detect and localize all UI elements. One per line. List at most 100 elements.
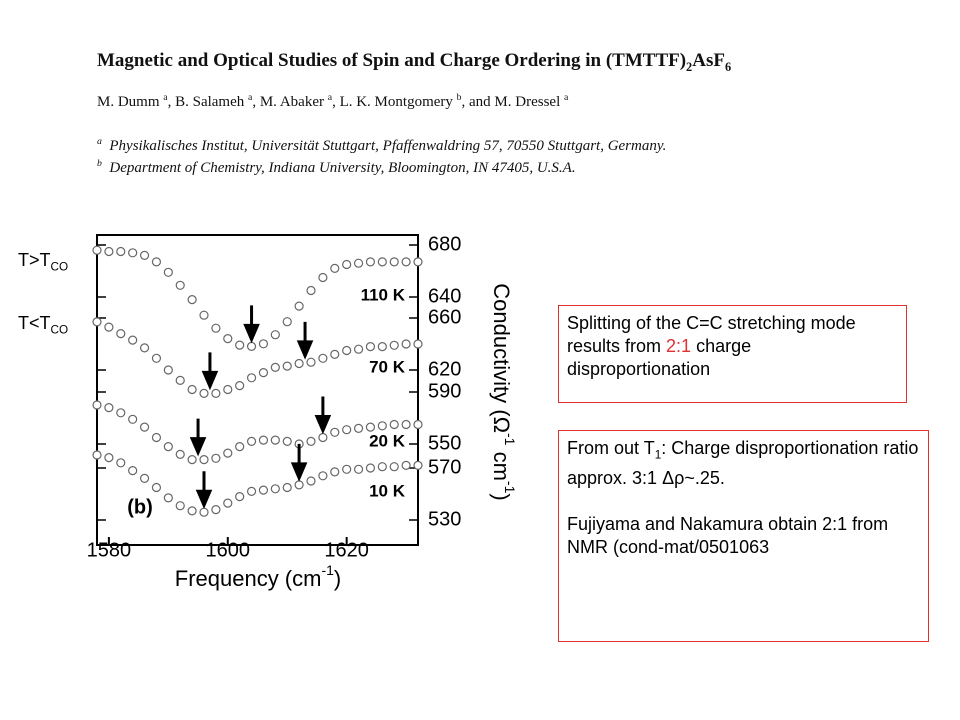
data-point — [330, 467, 340, 477]
data-point — [353, 344, 364, 354]
note-text: From out T — [567, 438, 655, 458]
data-point — [175, 280, 185, 290]
author: , B. Salameh — [167, 94, 248, 110]
data-point — [246, 436, 257, 446]
data-point — [235, 340, 245, 350]
data-point — [401, 339, 411, 349]
data-point — [116, 458, 126, 468]
data-point — [211, 323, 221, 333]
data-point — [413, 339, 423, 349]
data-point — [246, 341, 257, 351]
data-point — [389, 419, 399, 430]
aff-mark: a — [97, 136, 102, 147]
data-point — [139, 422, 150, 432]
data-point — [282, 361, 292, 371]
data-point — [211, 388, 221, 398]
data-point — [92, 317, 102, 327]
data-point — [151, 257, 162, 267]
affiliation: a Physikalisches Institut, Universität S… — [97, 136, 666, 155]
data-point — [139, 343, 150, 353]
series-label: 110 K — [361, 285, 406, 304]
data-point — [365, 342, 376, 352]
aff-text: Physikalisches Institut, Universität Stu… — [109, 138, 667, 154]
panel-label: (b) — [127, 496, 153, 518]
arrow — [296, 321, 314, 360]
title-text: AsF — [692, 50, 725, 71]
author-aff: a — [327, 92, 333, 103]
data-point — [365, 422, 376, 432]
y-tick-label: 530 — [428, 508, 461, 530]
arrow — [189, 418, 207, 457]
data-point — [116, 246, 126, 257]
data-point — [330, 349, 340, 359]
y-tick-label: 660 — [428, 306, 461, 328]
data-point — [187, 455, 197, 465]
data-point — [151, 432, 162, 443]
data-point — [318, 353, 328, 363]
data-point — [151, 482, 162, 493]
data-point — [306, 285, 316, 296]
data-point — [353, 423, 364, 433]
data-point — [104, 246, 114, 257]
data-point — [306, 357, 316, 367]
data-point — [246, 486, 257, 496]
y-label-text: cm — [489, 445, 514, 480]
x-tick-label: 1580 — [87, 539, 132, 561]
data-point — [353, 464, 364, 474]
y-axis-label: Conductivity (Ω-1 cm-1) — [489, 283, 518, 500]
data-point — [175, 501, 185, 511]
data-point — [235, 442, 245, 452]
aff-mark: b — [97, 158, 102, 169]
y-tick-label: 680 — [428, 233, 461, 255]
data-point — [413, 419, 423, 430]
data-point — [270, 435, 280, 445]
data-point — [330, 427, 340, 437]
data-point — [353, 258, 364, 268]
data-point — [270, 484, 280, 494]
data-point — [318, 272, 328, 283]
data-point — [163, 493, 173, 503]
data-point — [104, 322, 114, 332]
data-point — [187, 295, 197, 305]
data-point — [116, 329, 126, 339]
side-text: T>T — [18, 250, 51, 270]
data-point — [92, 245, 102, 255]
data-point — [104, 453, 114, 463]
author-aff: b — [456, 92, 462, 103]
data-point — [377, 462, 387, 472]
series-label: 10 K — [369, 481, 406, 500]
data-point — [163, 442, 173, 452]
data-point — [282, 436, 292, 446]
title-text: Magnetic and Optical Studies of Spin and… — [97, 50, 687, 71]
author-aff: a — [248, 92, 253, 103]
data-point — [92, 450, 102, 460]
data-point — [151, 353, 162, 363]
side-label: T<TCO — [18, 313, 68, 337]
data-point — [377, 421, 387, 431]
y-label-text: ) — [489, 493, 514, 500]
arrow — [243, 305, 260, 344]
data-point — [294, 480, 304, 490]
title-sub: 2 — [686, 59, 693, 74]
x-label-sup: -1 — [321, 562, 334, 578]
x-axis-label: Frequency (cm-1) — [175, 562, 342, 591]
data-point — [128, 414, 138, 424]
data-point — [116, 408, 126, 418]
note-highlight: 2:1 — [666, 336, 692, 356]
data-point — [128, 335, 138, 345]
data-point — [139, 250, 150, 260]
y-label-sup: -1 — [502, 433, 518, 446]
data-point — [211, 453, 221, 463]
data-point — [282, 482, 292, 493]
x-tick-label: 1620 — [324, 539, 369, 561]
series-label: 70 K — [369, 357, 406, 376]
data-point — [139, 473, 150, 483]
data-point — [270, 330, 280, 340]
y-label-sup: -1 — [502, 481, 518, 494]
x-tick-label: 1600 — [206, 539, 251, 561]
author-aff: a — [163, 92, 168, 103]
data-point — [199, 507, 209, 517]
note-box: Splitting of the C=C stretching mode res… — [558, 305, 907, 403]
data-point — [342, 425, 352, 435]
